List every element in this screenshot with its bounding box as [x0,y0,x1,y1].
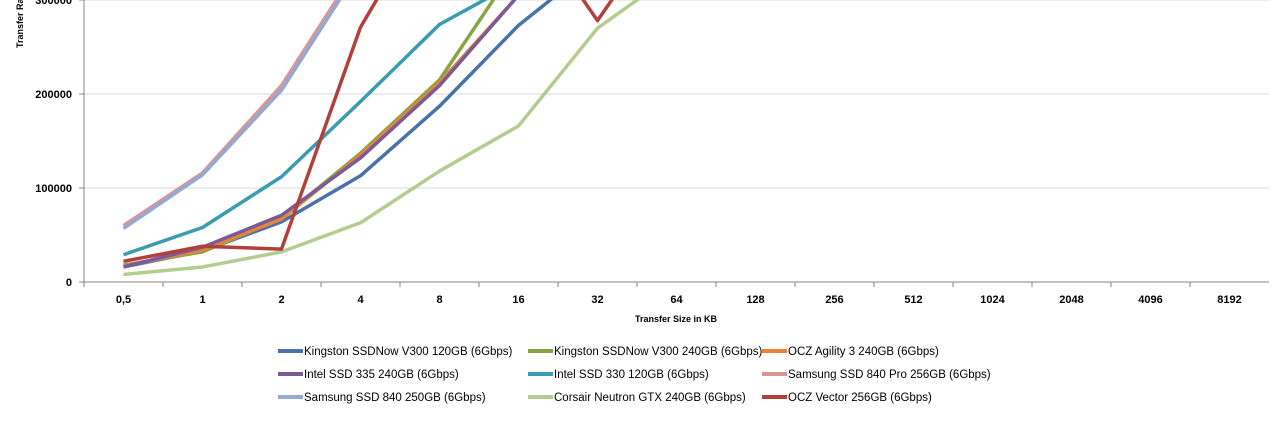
x-tick-label: 8192 [1217,294,1241,306]
series-line [123,0,554,269]
x-tick-label: 256 [825,294,843,306]
x-tick-label: 8 [436,294,442,306]
series-line [122,0,488,257]
x-tick-label: 1 [199,294,205,306]
x-tick-label: 64 [670,294,683,306]
x-tick-label: 4096 [1138,294,1162,306]
x-tick-label: 512 [904,294,922,306]
x-tick-label: 32 [591,294,603,306]
legend-label: Samsung SSD 840 250GB (6Gbps) [304,392,486,404]
series-line [123,0,517,269]
legend-label: Intel SSD 335 240GB (6Gbps) [304,369,459,381]
legend-label: Samsung SSD 840 Pro 256GB (6Gbps) [788,369,991,381]
y-tick-label: 0 [66,277,72,289]
legend-label: Corsair Neutron GTX 240GB (6Gbps) [554,392,746,404]
x-tick-label: 128 [746,294,764,306]
legend-label: OCZ Agility 3 240GB (6Gbps) [788,346,939,358]
y-tick-label: 100000 [35,183,72,195]
series-line [123,0,641,277]
series-line [122,0,339,228]
x-tick-label: 1024 [980,294,1005,306]
x-tick-label: 2 [278,294,284,306]
y-tick-label: 300000 [35,0,72,7]
y-tick-label: 200000 [35,89,72,101]
legend-label: Intel SSD 330 120GB (6Gbps) [554,369,709,381]
y-axis-title: Transfer Rate in KB/s [15,0,25,48]
x-tick-label: 2048 [1059,294,1083,306]
legend-label: OCZ Vector 256GB (6Gbps) [788,392,932,404]
series-line [123,0,614,264]
x-tick-label: 16 [512,294,524,306]
legend-label: Kingston SSDNow V300 240GB (6Gbps) [554,346,763,358]
series-line [122,0,342,230]
x-axis-title: Transfer Size in KB [635,314,718,324]
x-tick-label: 0,5 [116,294,131,306]
x-tick-label: 4 [357,294,364,306]
legend-label: Kingston SSDNow V300 120GB (6Gbps) [304,346,513,358]
